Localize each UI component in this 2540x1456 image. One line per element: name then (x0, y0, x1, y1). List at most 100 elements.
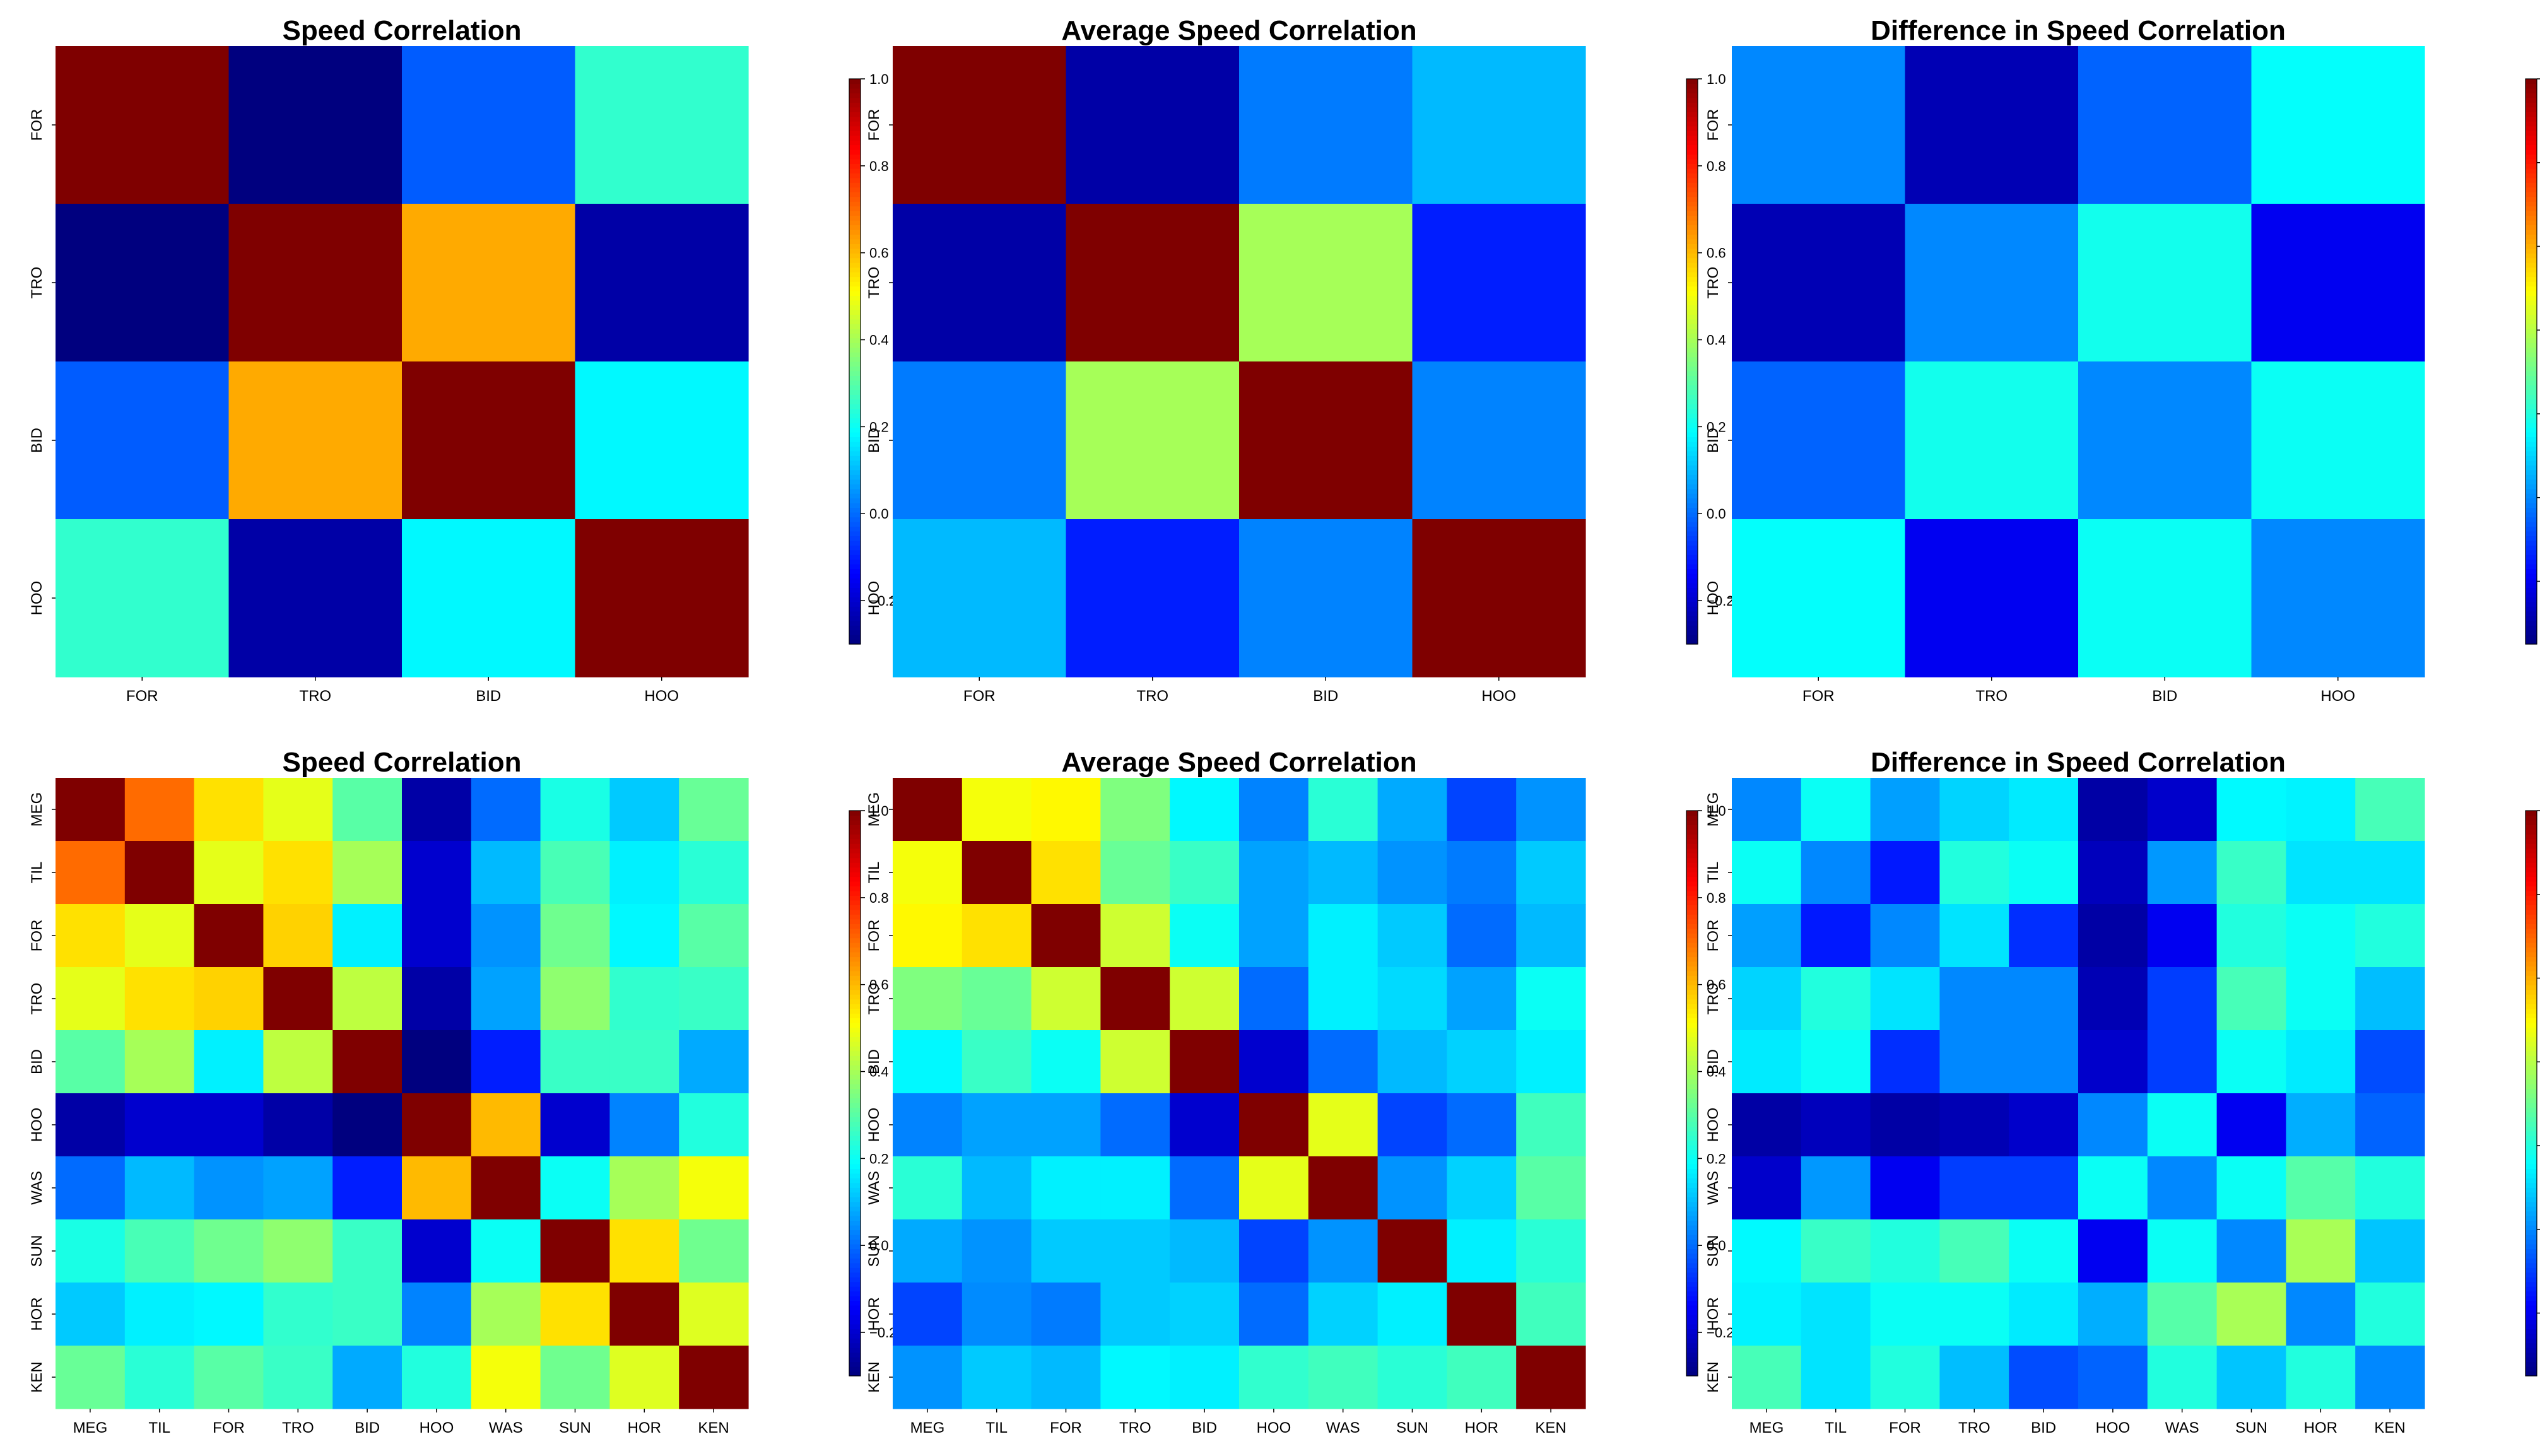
colorbar-segment (2525, 479, 2537, 484)
heatmap-cell (263, 967, 333, 1031)
colorbar-segment (2525, 1235, 2537, 1240)
heatmap-cell (402, 519, 576, 678)
colorbar-segment (1686, 1352, 1698, 1358)
heatmap-cell (194, 841, 264, 905)
colorbar-segment (1686, 465, 1698, 471)
colorbar-segment (2525, 1216, 2537, 1221)
heatmap-cell (1239, 1156, 1309, 1220)
colorbar-segment (1686, 1286, 1698, 1292)
colorbar-segment (2525, 154, 2537, 160)
colorbar-segment (849, 338, 861, 343)
heatmap-cell (2355, 1219, 2425, 1283)
colorbar-segment (849, 1154, 861, 1160)
colorbar-segment (2525, 815, 2537, 821)
colorbar-segment (2525, 1173, 2537, 1178)
colorbar-segment (849, 592, 861, 597)
colorbar-segment (1686, 418, 1698, 423)
colorbar-tick-label: 0.4 (1707, 332, 1726, 348)
colorbar-segment (2525, 131, 2537, 136)
colorbar-segment (2525, 966, 2537, 972)
heatmap-cell (2147, 1283, 2218, 1346)
colorbar-segment (849, 1248, 861, 1254)
y-tick-label: TIL (1705, 862, 1722, 884)
x-tick-label: FOR (1802, 688, 1835, 705)
heatmap-cell (1732, 1219, 1802, 1283)
heatmap-cell (2078, 1346, 2148, 1409)
colorbar-tick-label: 0.0 (1707, 506, 1726, 522)
colorbar-segment (849, 853, 861, 859)
heatmap-cell (1516, 967, 1586, 1031)
colorbar-segment (1686, 811, 1698, 816)
heatmap-cell (1239, 1283, 1309, 1346)
heatmap-cell (2216, 1219, 2286, 1283)
colorbar-segment (2525, 606, 2537, 612)
colorbar-segment (849, 267, 861, 273)
colorbar-segment (1686, 1178, 1698, 1183)
heatmap-cell (2009, 904, 2079, 968)
colorbar-segment (2525, 1107, 2537, 1113)
colorbar-segment (2525, 1296, 2537, 1301)
x-tick-label: WAS (1326, 1419, 1360, 1436)
heatmap-cell (679, 1156, 749, 1220)
colorbar-segment (1686, 1065, 1698, 1071)
colorbar-segment (2525, 1230, 2537, 1235)
colorbar-segment (849, 493, 861, 499)
colorbar-segment (849, 1258, 861, 1264)
heatmap-cell (332, 1030, 403, 1094)
heatmap-cell (1100, 967, 1170, 1031)
colorbar-segment (849, 872, 861, 878)
colorbar-segment (1686, 928, 1698, 934)
colorbar-segment (849, 1319, 861, 1325)
colorbar-segment (1686, 862, 1698, 868)
colorbar-segment (1686, 206, 1698, 211)
heatmap-cell (1516, 778, 1586, 842)
colorbar-segment (849, 229, 861, 235)
colorbar-segment (1686, 625, 1698, 631)
heatmap-cell (56, 841, 126, 905)
colorbar-segment (1686, 1023, 1698, 1028)
colorbar-segment (2525, 248, 2537, 254)
heatmap-cell (402, 778, 472, 842)
x-tick-label: TRO (282, 1419, 314, 1436)
colorbar-segment (1686, 819, 1698, 825)
colorbar-segment (849, 909, 861, 915)
colorbar-segment (849, 1055, 861, 1061)
heatmap-cell (540, 1346, 610, 1409)
colorbar-segment (1686, 1357, 1698, 1363)
colorbar-segment (1686, 1187, 1698, 1193)
heatmap-cell (1905, 46, 2079, 204)
colorbar-segment (1686, 333, 1698, 339)
colorbar-segment (2525, 1211, 2537, 1216)
colorbar-segment (849, 924, 861, 929)
colorbar-segment (2525, 909, 2537, 915)
y-tick-label: HOO (1705, 581, 1722, 616)
chart-title: Difference in Speed Correlation (1871, 15, 2286, 46)
colorbar-segment (2525, 347, 2537, 353)
colorbar-segment (849, 503, 861, 508)
heatmap-cell (2286, 1283, 2356, 1346)
colorbar-segment (2525, 441, 2537, 447)
colorbar-segment (1686, 361, 1698, 367)
y-tick-label: TIL (28, 862, 45, 884)
colorbar-segment (1686, 291, 1698, 296)
colorbar-segment (2525, 1220, 2537, 1226)
heatmap-cell (1516, 1283, 1586, 1346)
colorbar-segment (2525, 867, 2537, 872)
heatmap-cell (1870, 904, 1940, 968)
colorbar-segment (2525, 611, 2537, 616)
colorbar-segment (849, 319, 861, 324)
x-tick-label: TRO (1119, 1419, 1151, 1436)
heatmap-cell (1801, 1346, 1871, 1409)
colorbar-segment (2525, 568, 2537, 574)
colorbar-segment (849, 305, 861, 310)
colorbar-segment (849, 1145, 861, 1151)
colorbar-segment (849, 1117, 861, 1122)
colorbar-segment (1686, 545, 1698, 551)
colorbar-segment (1686, 1243, 1698, 1249)
colorbar-segment (1686, 257, 1698, 263)
colorbar-segment (2525, 1004, 2537, 1009)
colorbar-segment (2525, 437, 2537, 442)
colorbar-segment (1686, 300, 1698, 305)
heatmap-cell (2078, 204, 2252, 362)
x-tick-label: BID (1192, 1419, 1217, 1436)
